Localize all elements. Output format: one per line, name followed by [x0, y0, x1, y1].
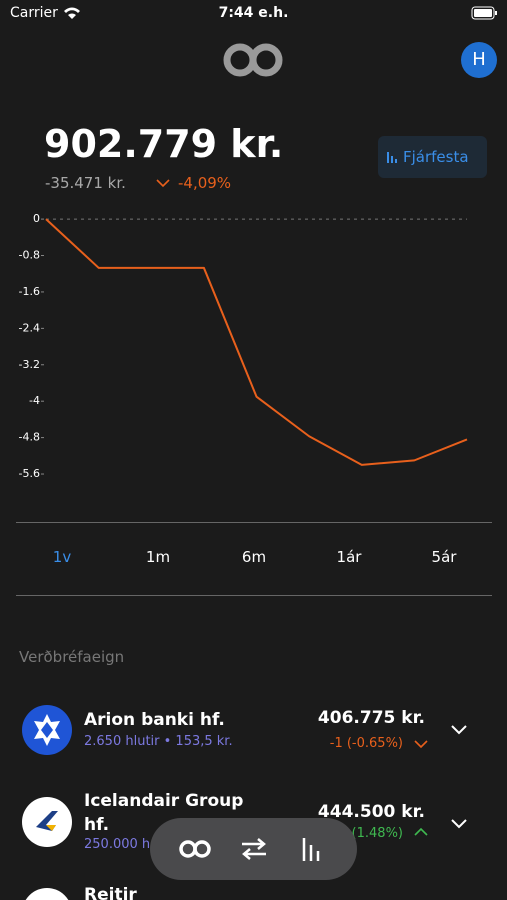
portfolio-change: -35.471 kr.: [45, 174, 126, 192]
y-tick-label: -0.8: [19, 249, 40, 262]
portfolio-value: 902.779 kr.: [44, 122, 284, 166]
period-tab[interactable]: 5ár: [431, 548, 457, 566]
down-arrow: [156, 179, 170, 188]
expand-chevron[interactable]: [450, 724, 468, 736]
holding-detail: 250.000 h: [84, 837, 151, 852]
period-tabs: 1v 1m 6m 1ár 5ár: [0, 548, 507, 570]
y-tick-label: -5.6: [19, 467, 40, 480]
bottom-nav: [150, 818, 357, 880]
invest-label: Fjárfesta: [403, 148, 469, 166]
y-tick-label: -3.2: [19, 358, 40, 371]
portfolio-change-percent: -4,09%: [178, 174, 232, 192]
holding-value: 406.775 kr.: [317, 708, 425, 728]
arrow-path: [414, 740, 428, 749]
invest-button[interactable]: Fjárfesta: [378, 136, 487, 178]
app-logo: [223, 43, 283, 77]
change-arrow: [414, 827, 428, 836]
nav-invest[interactable]: [300, 835, 326, 863]
reitir-logo: [22, 888, 72, 900]
avatar-button[interactable]: H: [461, 42, 497, 78]
wifi-icon: [64, 7, 80, 19]
y-tick-label: -4.8: [19, 431, 40, 444]
y-tick-label: -2.4: [19, 321, 40, 334]
period-tab[interactable]: 1ár: [336, 548, 362, 566]
holding-name: Icelandair Group hf.: [84, 791, 244, 835]
holding-name: Reitir: [84, 885, 137, 900]
y-tick-label: -1.6: [19, 285, 40, 298]
battery-icon: [471, 6, 497, 20]
period-tab[interactable]: 6m: [241, 548, 267, 566]
icelandair-logo: [22, 797, 72, 847]
divider: [16, 522, 492, 523]
holding-value: 444.500 kr.: [317, 802, 425, 822]
chart: 0 -0.8 -1.6 -2.4 -3.2 -4 -4.8 -5.6: [19, 212, 468, 480]
divider: [16, 595, 492, 596]
nav-portfolio[interactable]: [178, 838, 212, 860]
invest-icon: [387, 152, 397, 163]
holding-change: (1.48%): [351, 826, 403, 841]
nav-transfer[interactable]: [238, 836, 270, 862]
arion-logo: [22, 705, 72, 755]
period-tab[interactable]: 1m: [145, 548, 171, 566]
section-title: Verðbréfaeign: [19, 648, 125, 666]
price-line: [45, 218, 468, 466]
clock: 7:44 e.h.: [218, 5, 289, 21]
period-tab[interactable]: 1v: [52, 548, 72, 566]
holding-change: -1 (-0.65%): [329, 736, 403, 751]
expand-chevron[interactable]: [450, 818, 468, 830]
y-tick-label: 0: [33, 212, 40, 225]
holding-name: Arion banki hf.: [84, 710, 225, 730]
change-arrow: [414, 740, 428, 749]
carrier: Carrier: [10, 5, 58, 21]
arrow-path: [414, 827, 428, 836]
y-tick-label: -4: [29, 394, 40, 407]
holding-detail: 2.650 hlutir • 153,5 kr.: [84, 734, 233, 749]
